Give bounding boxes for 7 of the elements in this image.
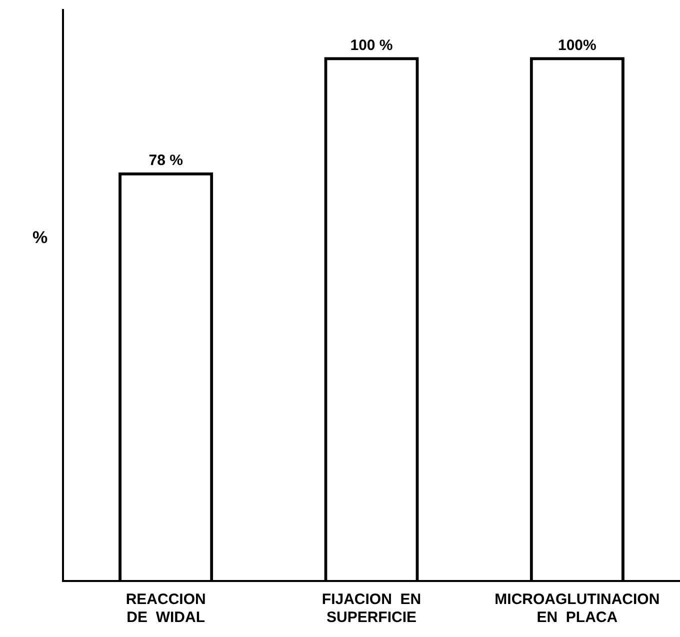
data-label: 100 % (350, 36, 393, 54)
data-label: 100% (558, 36, 596, 54)
x-tick-label: FIJACION EN SUPERFICIE (322, 591, 422, 626)
data-label: 78 % (148, 152, 183, 170)
x-tick-label: REACCION DE WIDAL (126, 591, 206, 626)
y-axis-title: % (32, 228, 48, 248)
x-tick-label: MICROAGLUTINACION EN PLACA (494, 591, 660, 626)
